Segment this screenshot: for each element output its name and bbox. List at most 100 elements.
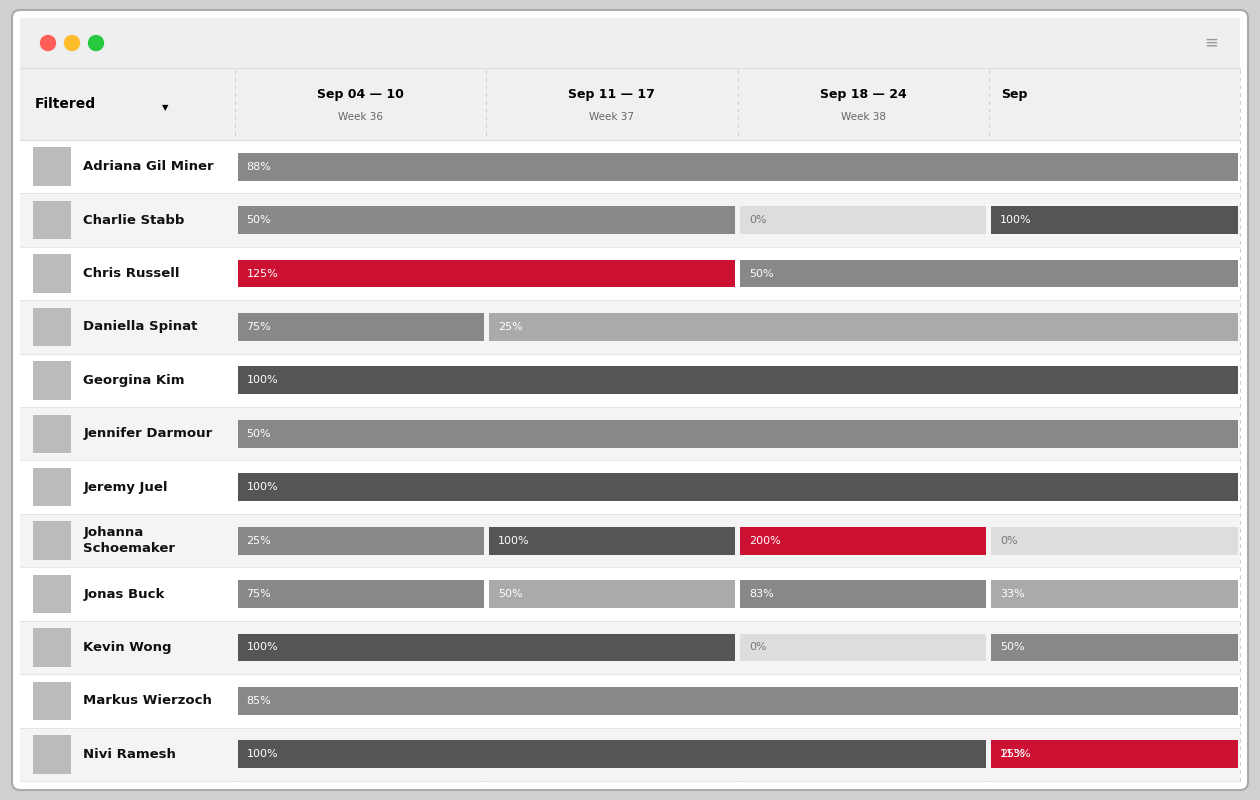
Bar — [20, 68, 1240, 140]
Text: Week 38: Week 38 — [840, 112, 886, 122]
Bar — [237, 474, 1237, 501]
Text: Nivi Ramesh: Nivi Ramesh — [83, 748, 176, 761]
Text: 50%: 50% — [247, 215, 271, 225]
Bar — [237, 260, 735, 287]
Bar — [237, 313, 484, 341]
Text: Week 37: Week 37 — [590, 112, 634, 122]
Bar — [20, 140, 1240, 194]
Text: 25%: 25% — [247, 536, 271, 546]
Bar — [20, 621, 1240, 674]
Bar — [740, 580, 987, 608]
Bar — [33, 628, 72, 666]
Bar — [237, 526, 484, 554]
Bar — [20, 300, 1240, 354]
Bar — [992, 526, 1237, 554]
Text: Filtered: Filtered — [35, 97, 96, 111]
Bar — [33, 201, 72, 239]
Bar — [740, 526, 987, 554]
Bar — [489, 526, 735, 554]
Text: 83%: 83% — [748, 589, 774, 599]
Text: 88%: 88% — [247, 162, 271, 172]
Text: Kevin Wong: Kevin Wong — [83, 641, 171, 654]
Text: Jeremy Juel: Jeremy Juel — [83, 481, 168, 494]
Text: 50%: 50% — [498, 589, 523, 599]
Text: Sep 18 — 24: Sep 18 — 24 — [820, 88, 906, 101]
Text: 50%: 50% — [247, 429, 271, 438]
Text: 75%: 75% — [247, 322, 271, 332]
Bar — [237, 366, 1237, 394]
Text: 50%: 50% — [1000, 642, 1024, 653]
Bar — [20, 194, 1240, 247]
Text: Georgina Kim: Georgina Kim — [83, 374, 185, 387]
Text: 85%: 85% — [247, 696, 271, 706]
Text: Sep 11 — 17: Sep 11 — 17 — [568, 88, 655, 101]
Text: Sep 04 — 10: Sep 04 — 10 — [318, 88, 404, 101]
Text: Johanna
Schoemaker: Johanna Schoemaker — [83, 526, 175, 555]
Bar — [237, 687, 1237, 714]
Bar — [237, 580, 484, 608]
Text: 25%: 25% — [1000, 750, 1024, 759]
Bar — [20, 354, 1240, 407]
Text: 100%: 100% — [498, 536, 529, 546]
Text: 100%: 100% — [247, 642, 278, 653]
Text: 50%: 50% — [748, 269, 774, 278]
Text: Jennifer Darmour: Jennifer Darmour — [83, 427, 213, 440]
Text: Chris Russell: Chris Russell — [83, 267, 180, 280]
Text: 100%: 100% — [247, 482, 278, 492]
Text: Sep: Sep — [1000, 88, 1027, 101]
Circle shape — [64, 35, 79, 50]
Bar — [992, 741, 1237, 768]
Bar — [33, 468, 72, 506]
Text: 75%: 75% — [247, 589, 271, 599]
Circle shape — [88, 35, 103, 50]
Text: 100%: 100% — [247, 375, 278, 386]
Bar — [489, 313, 1237, 341]
Text: Charlie Stabb: Charlie Stabb — [83, 214, 185, 226]
Bar — [740, 634, 987, 662]
Bar — [740, 206, 987, 234]
Text: Daniella Spinat: Daniella Spinat — [83, 321, 198, 334]
Bar — [20, 407, 1240, 461]
Bar — [489, 580, 735, 608]
Bar — [33, 682, 72, 720]
Bar — [33, 575, 72, 614]
Bar — [33, 522, 72, 560]
Text: 0%: 0% — [748, 215, 766, 225]
Text: 113%: 113% — [1000, 750, 1032, 759]
Text: Adriana Gil Miner: Adriana Gil Miner — [83, 160, 214, 174]
Text: 0%: 0% — [1000, 536, 1018, 546]
Text: 100%: 100% — [1000, 215, 1032, 225]
Text: ▼: ▼ — [163, 103, 169, 113]
Bar — [20, 567, 1240, 621]
Bar — [20, 514, 1240, 567]
Bar — [20, 674, 1240, 727]
Bar — [33, 735, 72, 774]
Bar — [33, 254, 72, 293]
Bar — [237, 206, 735, 234]
Bar — [33, 308, 72, 346]
Text: 200%: 200% — [748, 536, 781, 546]
Bar — [33, 361, 72, 400]
Bar — [33, 414, 72, 453]
Text: Markus Wierzoch: Markus Wierzoch — [83, 694, 213, 707]
Circle shape — [40, 35, 55, 50]
Bar — [237, 741, 987, 768]
Text: 0%: 0% — [748, 642, 766, 653]
Bar — [237, 420, 1237, 448]
Bar — [992, 206, 1237, 234]
Bar — [20, 727, 1240, 781]
Bar — [992, 634, 1237, 662]
Bar — [20, 18, 1240, 68]
Bar — [992, 741, 1237, 768]
Text: ≡: ≡ — [1205, 34, 1218, 52]
FancyBboxPatch shape — [13, 10, 1247, 790]
Text: Jonas Buck: Jonas Buck — [83, 587, 165, 601]
Text: 33%: 33% — [1000, 589, 1024, 599]
Bar — [33, 147, 72, 186]
Text: 125%: 125% — [247, 269, 278, 278]
Bar — [20, 461, 1240, 514]
Bar — [237, 634, 735, 662]
Text: 100%: 100% — [247, 750, 278, 759]
Bar — [237, 153, 1237, 181]
Bar — [20, 247, 1240, 300]
